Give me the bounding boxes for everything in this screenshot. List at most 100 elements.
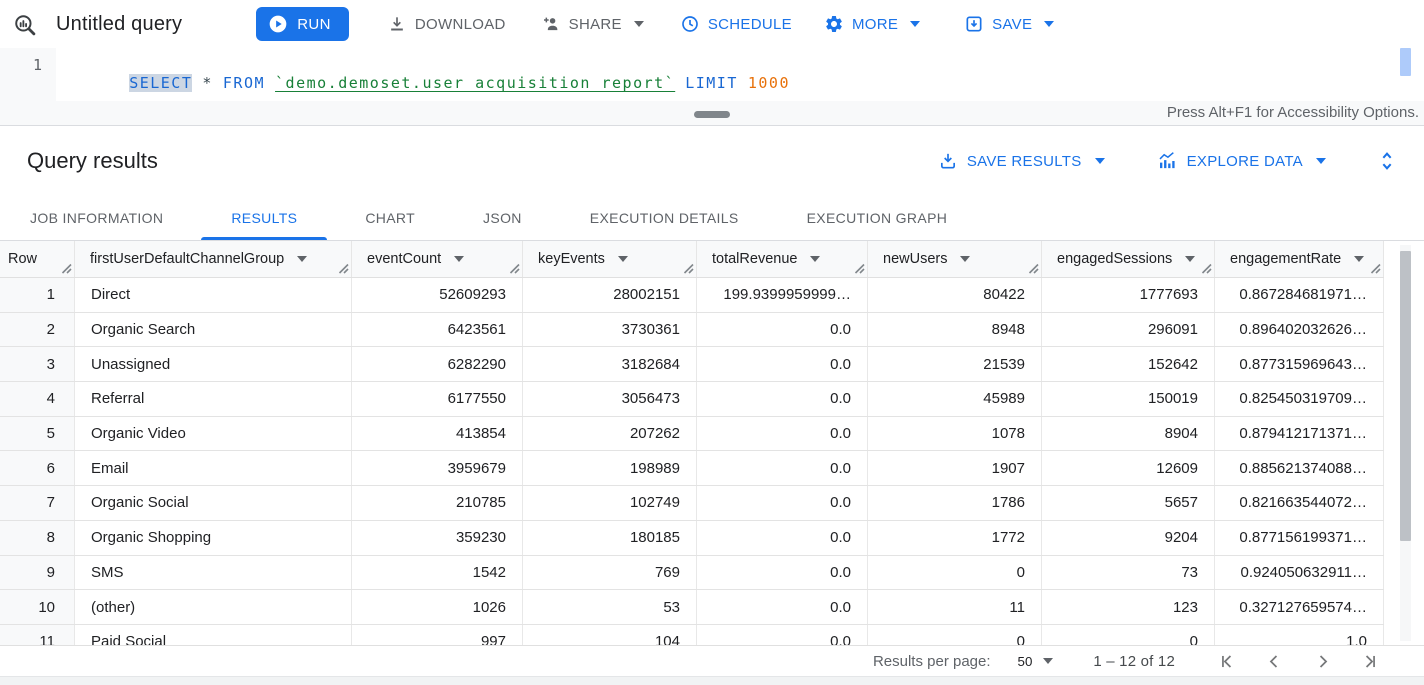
table-cell[interactable]: 0 xyxy=(868,555,1042,590)
table-cell[interactable]: 0.0 xyxy=(697,555,868,590)
table-cell[interactable]: 12609 xyxy=(1042,451,1215,486)
row-number-cell[interactable]: 11 xyxy=(0,624,75,645)
editor-scrollbar-thumb[interactable] xyxy=(1400,48,1411,76)
column-header-engagedSessions[interactable]: engagedSessions xyxy=(1042,241,1215,277)
save-results-button[interactable]: SAVE RESULTS xyxy=(938,151,1105,171)
table-cell[interactable]: Organic Video xyxy=(75,416,352,451)
table-cell[interactable]: 80422 xyxy=(868,278,1042,312)
table-cell[interactable]: Organic Social xyxy=(75,486,352,520)
row-number-cell[interactable]: 3 xyxy=(0,347,75,382)
tab-execution-details[interactable]: EXECUTION DETAILS xyxy=(560,196,769,240)
table-cell[interactable]: 1772 xyxy=(868,520,1042,555)
table-cell[interactable]: 3959679 xyxy=(352,451,523,486)
column-resize-grip-icon[interactable] xyxy=(509,263,520,274)
table-cell[interactable]: 1542 xyxy=(352,555,523,590)
row-number-cell[interactable]: 6 xyxy=(0,451,75,486)
sort-menu-caret-icon[interactable] xyxy=(960,256,971,262)
table-cell[interactable]: Unassigned xyxy=(75,347,352,382)
sql-table-reference[interactable]: `demo.demoset.user_acquisition_report` xyxy=(275,74,676,92)
editor-scrollbar[interactable] xyxy=(1400,48,1412,101)
table-cell[interactable]: 413854 xyxy=(352,416,523,451)
tab-json[interactable]: JSON xyxy=(453,196,552,240)
table-cell[interactable]: 150019 xyxy=(1042,382,1215,416)
column-header-newUsers[interactable]: newUsers xyxy=(868,241,1042,277)
run-button[interactable]: RUN xyxy=(256,7,349,41)
row-number-cell[interactable]: 4 xyxy=(0,382,75,416)
column-resize-grip-icon[interactable] xyxy=(683,263,694,274)
row-number-cell[interactable]: 2 xyxy=(0,312,75,347)
table-cell[interactable]: 21539 xyxy=(868,347,1042,382)
splitter-drag-handle[interactable] xyxy=(694,111,730,118)
table-cell[interactable]: 0.877156199371… xyxy=(1215,520,1384,555)
table-cell[interactable]: 0.877315969643… xyxy=(1215,347,1384,382)
table-cell[interactable]: 0.0 xyxy=(697,486,868,520)
table-cell[interactable]: 123 xyxy=(1042,590,1215,624)
sort-menu-caret-icon[interactable] xyxy=(297,256,308,262)
column-header-keyEvents[interactable]: keyEvents xyxy=(523,241,697,277)
save-button[interactable]: SAVE xyxy=(964,6,1055,42)
table-cell[interactable]: 152642 xyxy=(1042,347,1215,382)
table-cell[interactable]: 102749 xyxy=(523,486,697,520)
table-cell[interactable]: 5657 xyxy=(1042,486,1215,520)
table-cell[interactable]: 3730361 xyxy=(523,312,697,347)
table-cell[interactable]: 0 xyxy=(1042,624,1215,645)
table-cell[interactable]: 0.0 xyxy=(697,347,868,382)
tab-execution-graph[interactable]: EXECUTION GRAPH xyxy=(777,196,978,240)
table-cell[interactable]: 0.0 xyxy=(697,590,868,624)
sort-menu-caret-icon[interactable] xyxy=(1354,256,1365,262)
row-number-cell[interactable]: 8 xyxy=(0,520,75,555)
next-page-button[interactable] xyxy=(1313,652,1332,671)
table-cell[interactable]: 207262 xyxy=(523,416,697,451)
column-header-Row[interactable]: Row xyxy=(0,241,75,277)
table-cell[interactable]: 8904 xyxy=(1042,416,1215,451)
table-cell[interactable]: 0.0 xyxy=(697,624,868,645)
table-cell[interactable]: 45989 xyxy=(868,382,1042,416)
share-button[interactable]: SHARE xyxy=(540,6,644,42)
table-cell[interactable]: 11 xyxy=(868,590,1042,624)
column-header-engagementRate[interactable]: engagementRate xyxy=(1215,241,1384,277)
row-number-cell[interactable]: 10 xyxy=(0,590,75,624)
tab-chart[interactable]: CHART xyxy=(335,196,445,240)
row-number-cell[interactable]: 7 xyxy=(0,486,75,520)
table-cell[interactable]: 180185 xyxy=(523,520,697,555)
page-size-select[interactable]: 50 xyxy=(1018,654,1054,669)
column-header-eventCount[interactable]: eventCount xyxy=(352,241,523,277)
row-number-cell[interactable]: 9 xyxy=(0,555,75,590)
table-cell[interactable]: Direct xyxy=(75,278,352,312)
table-cell[interactable]: Organic Search xyxy=(75,312,352,347)
more-button[interactable]: MORE xyxy=(824,6,921,42)
table-cell[interactable]: 6423561 xyxy=(352,312,523,347)
sql-code-line[interactable]: SELECT * FROM `demo.demoset.user_acquisitio… xyxy=(56,48,790,101)
table-scrollbar-thumb[interactable] xyxy=(1400,251,1411,541)
column-resize-grip-icon[interactable] xyxy=(854,263,865,274)
column-resize-grip-icon[interactable] xyxy=(1201,263,1212,274)
table-cell[interactable]: 1786 xyxy=(868,486,1042,520)
table-cell[interactable]: 0.327127659574… xyxy=(1215,590,1384,624)
table-cell[interactable]: 1907 xyxy=(868,451,1042,486)
column-resize-grip-icon[interactable] xyxy=(338,263,349,274)
table-cell[interactable]: 0 xyxy=(868,624,1042,645)
table-cell[interactable]: 73 xyxy=(1042,555,1215,590)
first-page-button[interactable] xyxy=(1217,652,1236,671)
table-cell[interactable]: 0.0 xyxy=(697,416,868,451)
table-cell[interactable]: 0.924050632911… xyxy=(1215,555,1384,590)
table-cell[interactable]: 359230 xyxy=(352,520,523,555)
table-cell[interactable]: 1078 xyxy=(868,416,1042,451)
sort-menu-caret-icon[interactable] xyxy=(454,256,465,262)
explore-data-button[interactable]: EXPLORE DATA xyxy=(1157,151,1326,171)
table-cell[interactable]: 53 xyxy=(523,590,697,624)
last-page-button[interactable] xyxy=(1361,652,1380,671)
table-cell[interactable]: 997 xyxy=(352,624,523,645)
table-cell[interactable]: 0.825450319709… xyxy=(1215,382,1384,416)
table-cell[interactable]: 0.821663544072… xyxy=(1215,486,1384,520)
table-cell[interactable]: 1777693 xyxy=(1042,278,1215,312)
table-cell[interactable]: 6177550 xyxy=(352,382,523,416)
column-header-firstUserDefaultChannelGroup[interactable]: firstUserDefaultChannelGroup xyxy=(75,241,352,277)
table-cell[interactable]: 3056473 xyxy=(523,382,697,416)
horizontal-scrollbar-track[interactable] xyxy=(0,676,1424,685)
table-cell[interactable]: 769 xyxy=(523,555,697,590)
schedule-button[interactable]: SCHEDULE xyxy=(680,6,792,42)
table-cell[interactable]: 3182684 xyxy=(523,347,697,382)
table-cell[interactable]: Referral xyxy=(75,382,352,416)
table-cell[interactable]: 104 xyxy=(523,624,697,645)
